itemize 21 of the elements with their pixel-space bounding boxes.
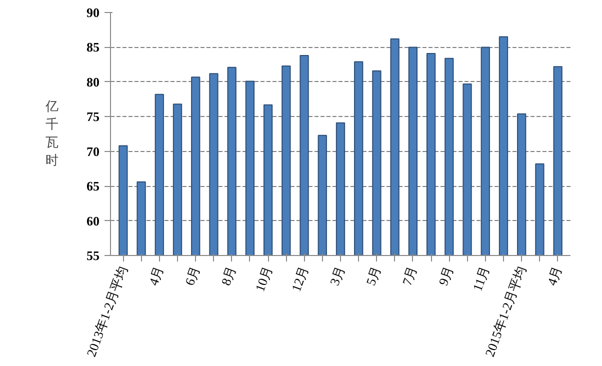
y-tick-label: 90	[86, 5, 100, 20]
x-tick-label: 5月	[363, 264, 384, 288]
x-tick-label: 4月	[146, 264, 166, 288]
y-tick-label: 60	[86, 213, 100, 228]
y-tick-label: 55	[86, 248, 100, 263]
x-tick-label: 7月	[399, 264, 420, 288]
x-tick-label: 9月	[435, 264, 456, 288]
x-tick-label: 6月	[182, 264, 203, 288]
y-tick-label: 65	[86, 178, 100, 194]
x-tick-label: 3月	[326, 264, 348, 288]
x-tick-label: 4月	[544, 264, 565, 288]
x-tick-label: 10月	[252, 264, 276, 294]
y-tick-label: 85	[86, 40, 100, 55]
x-tick-label: 2013年1-2月平均	[84, 264, 130, 359]
x-tick-label: 11月	[470, 264, 492, 294]
x-tick-label: 12月	[288, 264, 312, 294]
y-tick-label: 75	[86, 109, 100, 124]
y-tick-label: 80	[86, 74, 100, 90]
y-axis-title: 亿千瓦时	[44, 100, 58, 168]
x-tick-label: 8月	[218, 264, 239, 288]
y-tick-label: 70	[86, 144, 100, 159]
